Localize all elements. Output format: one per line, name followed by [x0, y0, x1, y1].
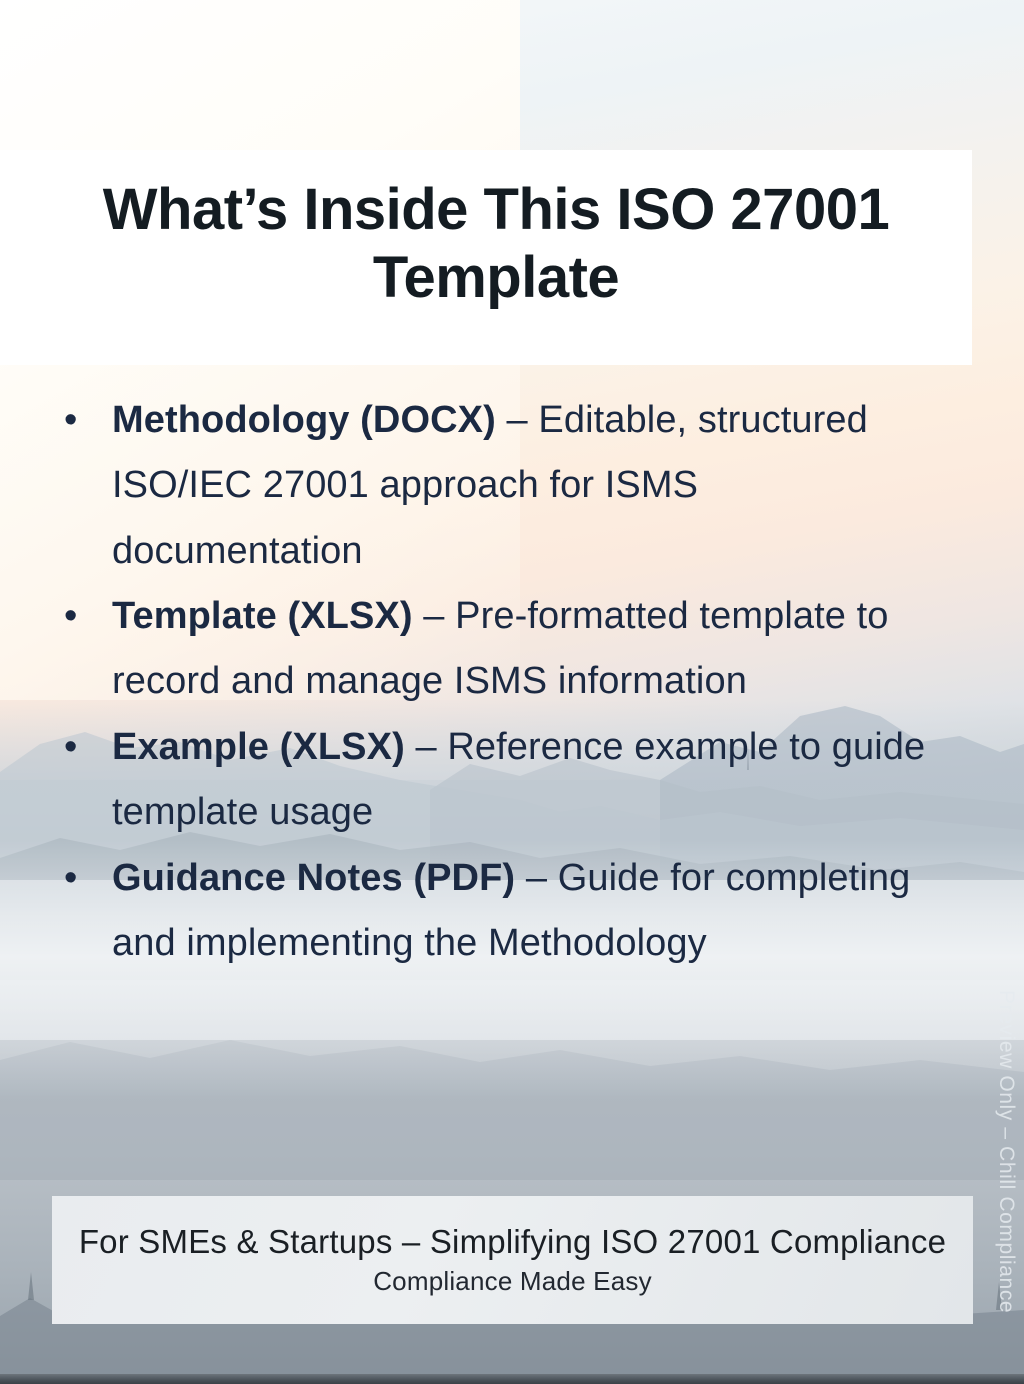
list-item-description: – Pre-formatted template to record and m… [112, 595, 889, 703]
list-item: • Example (XLSX) – Reference example to … [52, 715, 952, 846]
footer-subtagline: Compliance Made Easy [373, 1265, 652, 1296]
list-item-description: – Editable, structured ISO/IEC 27001 app… [112, 399, 868, 572]
page-title: What’s Inside This ISO 27001 Template [102, 177, 890, 311]
list-item-term: Guidance Notes (PDF) [112, 856, 516, 899]
list-item-term: Methodology (DOCX) [112, 399, 496, 441]
preview-watermark: Preview Only – Chill Compliance [995, 990, 1018, 1314]
title-panel: What’s Inside This ISO 27001 Template [0, 150, 972, 365]
background-fog-band [0, 840, 1024, 1100]
bullet-marker-icon: • [64, 725, 78, 768]
list-item-term: Template (XLSX) [112, 595, 413, 638]
footer-tagline: For SMEs & Startups – Simplifying ISO 27… [78, 1223, 947, 1261]
feature-bullet-list: • Methodology (DOCX) – Editable, structu… [52, 388, 952, 976]
footer-panel: For SMEs & Startups – Simplifying ISO 27… [52, 1196, 973, 1324]
list-item: • Guidance Notes (PDF) – Guide for compl… [52, 846, 952, 977]
bullet-marker-icon: • [64, 399, 78, 441]
background-bottom-strip [0, 1374, 1024, 1384]
list-item: • Template (XLSX) – Pre-formatted templa… [52, 584, 952, 715]
list-item: • Methodology (DOCX) – Editable, structu… [52, 388, 952, 584]
list-item-description: – Guide for completing and implementing … [112, 856, 911, 964]
list-item-description: – Reference example to guide template us… [112, 725, 926, 834]
bullet-marker-icon: • [64, 595, 78, 638]
bullet-marker-icon: • [64, 856, 78, 899]
list-item-term: Example (XLSX) [112, 725, 405, 768]
